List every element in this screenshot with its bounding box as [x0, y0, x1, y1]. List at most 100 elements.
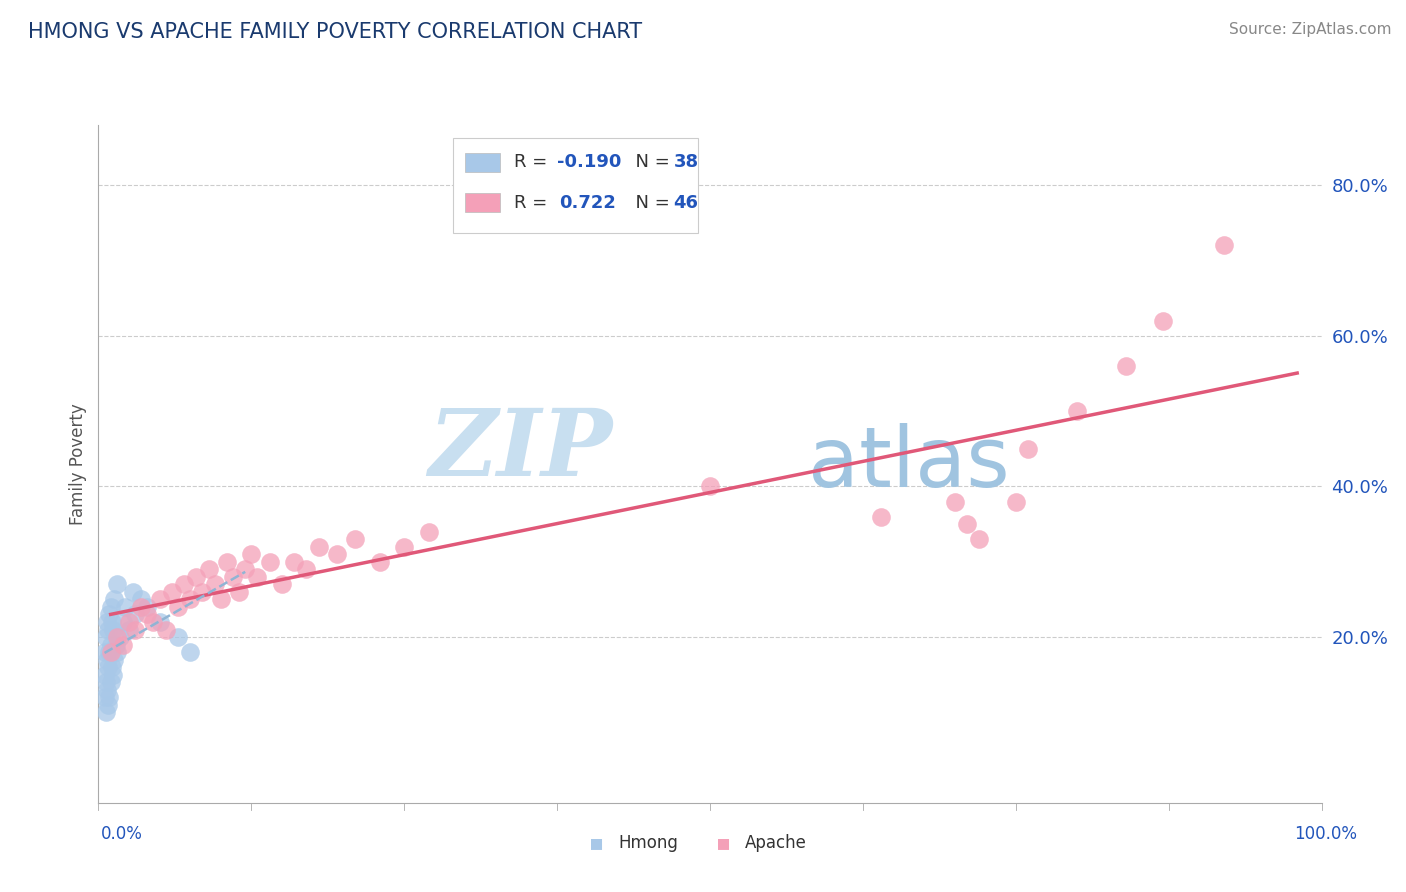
Point [1066, 404, 1088, 418]
Point [105, 645, 128, 659]
Point [295, 562, 318, 576]
Point [104, 638, 127, 652]
Point [105, 577, 128, 591]
Point [222, 570, 245, 584]
Text: Apache: Apache [745, 834, 807, 852]
Point [240, 547, 263, 561]
Point [283, 555, 305, 569]
Point [111, 638, 134, 652]
Point [344, 532, 367, 546]
Text: ZIP: ZIP [427, 405, 612, 495]
Point [167, 630, 190, 644]
Text: 0.0%: 0.0% [101, 825, 143, 843]
Point [94, 630, 117, 644]
Point [96, 653, 118, 667]
Point [418, 524, 440, 539]
Point [93, 667, 115, 681]
Point [98, 607, 121, 622]
Point [209, 592, 232, 607]
Point [118, 623, 141, 637]
Point [101, 615, 124, 629]
Point [100, 638, 122, 652]
Point [326, 547, 349, 561]
Text: 46: 46 [673, 194, 699, 211]
Bar [465, 194, 499, 212]
Point [233, 562, 256, 576]
Point [246, 570, 269, 584]
Point [124, 623, 146, 637]
Point [101, 667, 124, 681]
Point [870, 509, 893, 524]
Point [967, 532, 990, 546]
Point [101, 623, 124, 637]
Text: R =: R = [515, 153, 554, 171]
Text: ▪: ▪ [589, 833, 605, 853]
Point [121, 585, 143, 599]
Point [179, 592, 201, 607]
Point [179, 645, 201, 659]
Point [943, 494, 966, 508]
Point [167, 599, 190, 614]
Text: R =: R = [515, 194, 554, 211]
Point [97, 698, 120, 712]
Point [96, 682, 118, 697]
Point [149, 592, 172, 607]
Point [1152, 314, 1174, 328]
Point [100, 675, 122, 690]
Point [129, 592, 152, 607]
Point [97, 623, 120, 637]
Point [191, 585, 214, 599]
Text: 0.722: 0.722 [560, 194, 616, 211]
Point [1017, 442, 1039, 456]
Text: N =: N = [624, 153, 676, 171]
Point [308, 540, 330, 554]
Point [197, 562, 219, 576]
Point [93, 690, 115, 705]
Bar [465, 153, 499, 171]
Point [111, 615, 134, 629]
Point [155, 623, 177, 637]
Point [118, 615, 141, 629]
Point [129, 599, 152, 614]
Text: 100.0%: 100.0% [1294, 825, 1357, 843]
Point [142, 615, 165, 629]
Y-axis label: Family Poverty: Family Poverty [69, 403, 87, 524]
Point [101, 660, 124, 674]
Text: HMONG VS APACHE FAMILY POVERTY CORRELATION CHART: HMONG VS APACHE FAMILY POVERTY CORRELATI… [28, 22, 643, 42]
Point [105, 630, 128, 644]
Point [699, 479, 721, 493]
Point [259, 555, 281, 569]
Point [228, 585, 250, 599]
Text: Source: ZipAtlas.com: Source: ZipAtlas.com [1229, 22, 1392, 37]
Point [173, 577, 195, 591]
Point [103, 592, 125, 607]
Point [136, 607, 159, 622]
Point [98, 690, 121, 705]
Point [110, 630, 132, 644]
Point [1004, 494, 1026, 508]
Point [160, 585, 183, 599]
Point [368, 555, 391, 569]
Point [204, 577, 226, 591]
Text: -0.190: -0.190 [557, 153, 621, 171]
Point [94, 675, 117, 690]
Text: ▪: ▪ [716, 833, 731, 853]
Point [956, 517, 979, 532]
Point [186, 570, 208, 584]
Point [215, 555, 238, 569]
Point [100, 599, 122, 614]
Point [149, 615, 172, 629]
Point [96, 615, 118, 629]
Text: Hmong: Hmong [619, 834, 679, 852]
Point [1212, 238, 1234, 252]
Point [124, 607, 146, 622]
Point [270, 577, 294, 591]
Point [100, 645, 122, 659]
Point [97, 660, 120, 674]
Point [136, 599, 159, 614]
Point [94, 706, 117, 720]
Text: atlas: atlas [808, 424, 1010, 504]
Point [114, 599, 136, 614]
Point [93, 645, 115, 659]
FancyBboxPatch shape [453, 138, 697, 234]
